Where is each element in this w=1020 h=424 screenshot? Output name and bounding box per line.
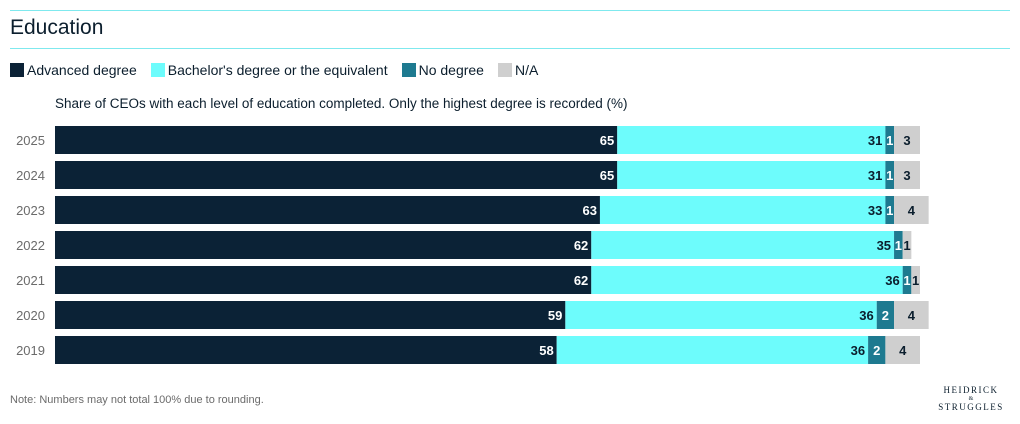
bar-segment-na [894,161,920,189]
bar-segment-advanced [55,231,592,259]
legend-label-no-degree: No degree [418,62,484,78]
bar-segment-na [911,266,920,294]
legend-item-no-degree: No degree [401,62,484,78]
legend-label-bachelor: Bachelor's degree or the equivalent [167,62,388,78]
data-label: 36 [851,343,865,358]
bar-segment-no-degree [885,196,895,224]
data-label: 1 [886,168,893,183]
legend-swatch-na [497,63,512,77]
bar-segment-bachelor [617,161,886,189]
bar-segment-advanced [55,126,618,154]
data-label: 1 [886,133,893,148]
bar-segment-no-degree [894,231,903,259]
legend-swatch-advanced [10,63,24,77]
bar-segment-na [894,301,929,329]
data-label: 36 [885,273,899,288]
data-label: 2 [882,308,889,323]
bar-segment-no-degree [902,266,912,294]
data-label: 1 [903,273,910,288]
data-label: 1 [895,238,902,253]
y-tick-label: 2019 [16,343,45,358]
bar-segment-na [885,336,920,364]
data-label: 3 [903,133,910,148]
bar-segment-bachelor [617,126,886,154]
bar-segment-advanced [55,266,592,294]
data-label: 33 [868,203,882,218]
y-tick-label: 2024 [16,168,45,183]
bar-segment-advanced [55,336,557,364]
data-label: 2 [873,343,880,358]
legend: Advanced degree Bachelor's degree or the… [10,62,552,78]
bar-segment-bachelor [565,301,877,329]
data-label: 4 [899,343,907,358]
chart-subtitle: Share of CEOs with each level of educati… [55,96,628,111]
chart-title: Education [10,16,104,39]
data-label: 1 [886,203,893,218]
bar-segment-bachelor [599,196,886,224]
top-rule [10,10,1010,11]
legend-label-na: N/A [514,62,539,78]
y-tick-label: 2025 [16,133,45,148]
legend-item-advanced: Advanced degree [10,62,137,78]
data-label: 36 [859,308,873,323]
data-label: 1 [903,238,910,253]
y-tick-label: 2020 [16,308,45,323]
data-label: 31 [868,168,882,183]
data-label: 1 [912,273,919,288]
bar-segment-bachelor [556,336,869,364]
bar-segment-no-degree [868,336,886,364]
data-label: 62 [574,238,588,253]
y-tick-label: 2023 [16,203,45,218]
logo-text-ampersand: & [968,396,974,402]
legend-swatch-bachelor [150,63,165,77]
legend-item-bachelor: Bachelor's degree or the equivalent [150,62,388,78]
bar-segment-advanced [55,301,566,329]
bar-segment-na [894,196,929,224]
logo-text-heidrick: HEIDRICK [943,385,999,395]
data-label: 31 [868,133,882,148]
y-tick-label: 2021 [16,273,45,288]
legend-swatch-no-degree [401,63,416,77]
bar-segment-no-degree [885,161,895,189]
data-label: 65 [600,168,614,183]
data-label: 59 [548,308,562,323]
bar-segment-na [894,126,920,154]
title-rule [10,48,1010,49]
bar-segment-na [902,231,912,259]
y-tick-label: 2022 [16,238,45,253]
bar-segment-bachelor [591,231,895,259]
data-label: 58 [539,343,553,358]
bar-segment-no-degree [876,301,895,329]
data-label: 35 [877,238,891,253]
legend-item-na: N/A [497,62,539,78]
data-label: 4 [908,308,916,323]
logo-text-struggles: STRUGGLES [938,402,1004,412]
bar-segment-advanced [55,196,600,224]
data-label: 3 [903,168,910,183]
legend-label-advanced: Advanced degree [27,62,137,78]
bar-segment-advanced [55,161,618,189]
bar-segment-bachelor [591,266,903,294]
brand-logo: HEIDRICK & STRUGGLES [932,386,1010,412]
bar-segment-no-degree [885,126,895,154]
data-label: 65 [600,133,614,148]
data-label: 63 [582,203,596,218]
data-label: 62 [574,273,588,288]
footnote: Note: Numbers may not total 100% due to … [10,394,264,406]
data-label: 4 [908,203,916,218]
